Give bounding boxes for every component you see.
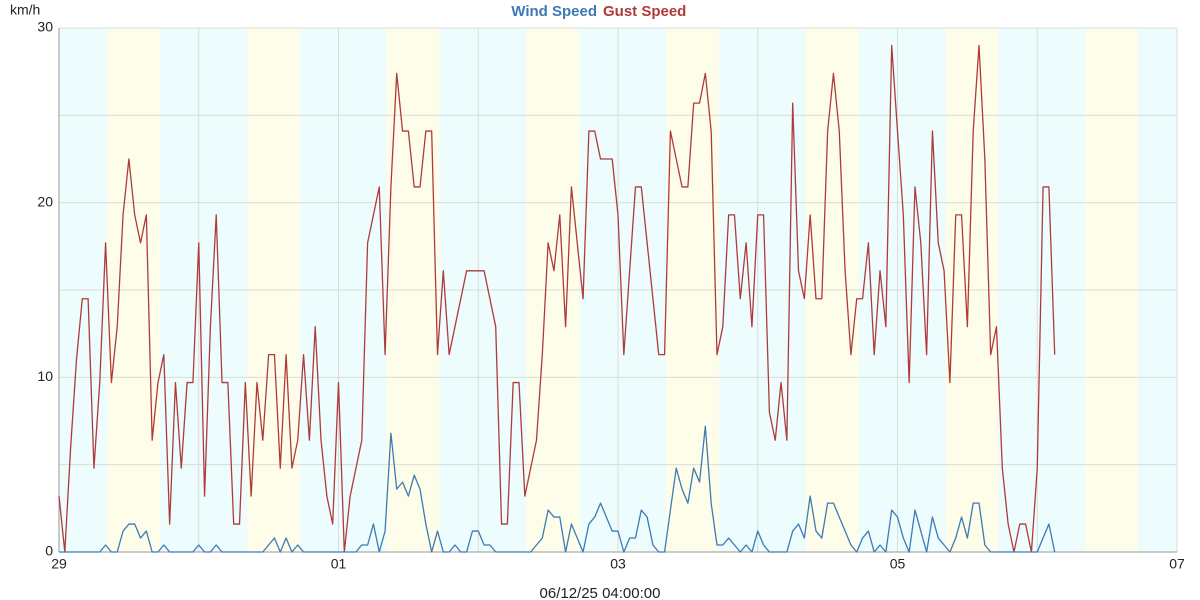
y-tick-label: 30 <box>37 19 53 35</box>
legend-entry: Wind Speed <box>511 3 597 20</box>
legend-entry: Gust Speed <box>603 3 686 20</box>
x-tick-label: 29 <box>51 556 67 572</box>
series-line <box>59 425 1056 553</box>
x-tick-label: 03 <box>610 556 626 572</box>
x-tick-label: 05 <box>890 556 906 572</box>
y-tick-label: 20 <box>37 193 53 209</box>
y-tick-label: 10 <box>37 368 53 384</box>
x-tick-label: 01 <box>331 556 347 572</box>
grid <box>58 27 1178 553</box>
x-axis-label: 06/12/25 04:00:00 <box>540 585 661 600</box>
y-axis-label: km/h <box>10 2 40 18</box>
x-tick-label: 07 <box>1169 556 1185 572</box>
series-line <box>58 44 1056 553</box>
y-tick-label: 0 <box>45 543 53 559</box>
